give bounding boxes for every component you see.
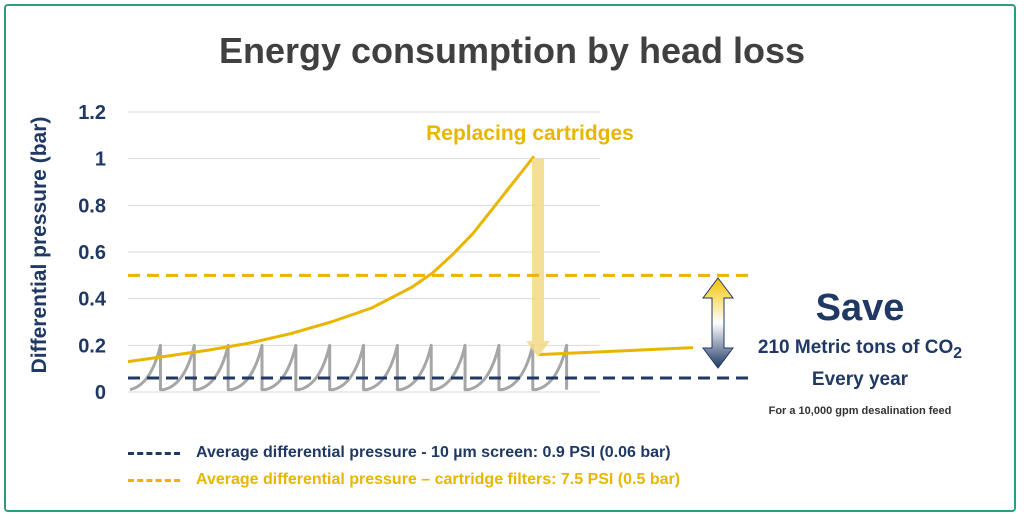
y-tick-label: 0.4 xyxy=(78,289,107,311)
replacing-cartridges-label: Replacing cartridges xyxy=(426,122,634,145)
screen-sawtooth-line xyxy=(129,343,569,392)
save-title: Save xyxy=(815,287,905,329)
savings-double-arrow xyxy=(702,277,734,369)
y-tick-label: 1.2 xyxy=(78,102,106,124)
save-amount: 210 Metric tons of CO2 xyxy=(750,335,970,367)
save-amount-text: 210 Metric tons of CO xyxy=(757,337,954,358)
chart-title: Energy consumption by head loss xyxy=(218,30,806,71)
legend-swatch-cartridge xyxy=(128,478,180,482)
savings-callout: Save 210 Metric tons of CO2 Every year F… xyxy=(750,285,970,419)
cartridge-curve xyxy=(127,155,536,364)
y-tick-label: 0.6 xyxy=(78,242,106,264)
y-tick-label: 1 xyxy=(95,149,106,171)
replacement-drop-arrow xyxy=(526,158,550,357)
save-period: Every year xyxy=(811,368,909,390)
legend-label-cartridge: Average differential pressure – cartridg… xyxy=(196,471,681,488)
y-tick-label: 0.2 xyxy=(78,335,106,357)
legend-item-screen: Average differential pressure - 10 µm sc… xyxy=(128,444,671,462)
figure-border xyxy=(4,4,1016,512)
save-footnote: For a 10,000 gpm desalination feed xyxy=(768,404,952,417)
legend-label-screen: Average differential pressure - 10 µm sc… xyxy=(196,444,671,461)
legend-item-cartridge: Average differential pressure – cartridg… xyxy=(128,471,680,489)
y-tick-label: 0 xyxy=(95,382,106,404)
save-amount-subscript: 2 xyxy=(953,344,963,362)
cartridge-after-replacement xyxy=(537,346,694,357)
y-tick-label: 0.8 xyxy=(78,195,106,217)
legend-swatch-screen xyxy=(128,451,180,455)
